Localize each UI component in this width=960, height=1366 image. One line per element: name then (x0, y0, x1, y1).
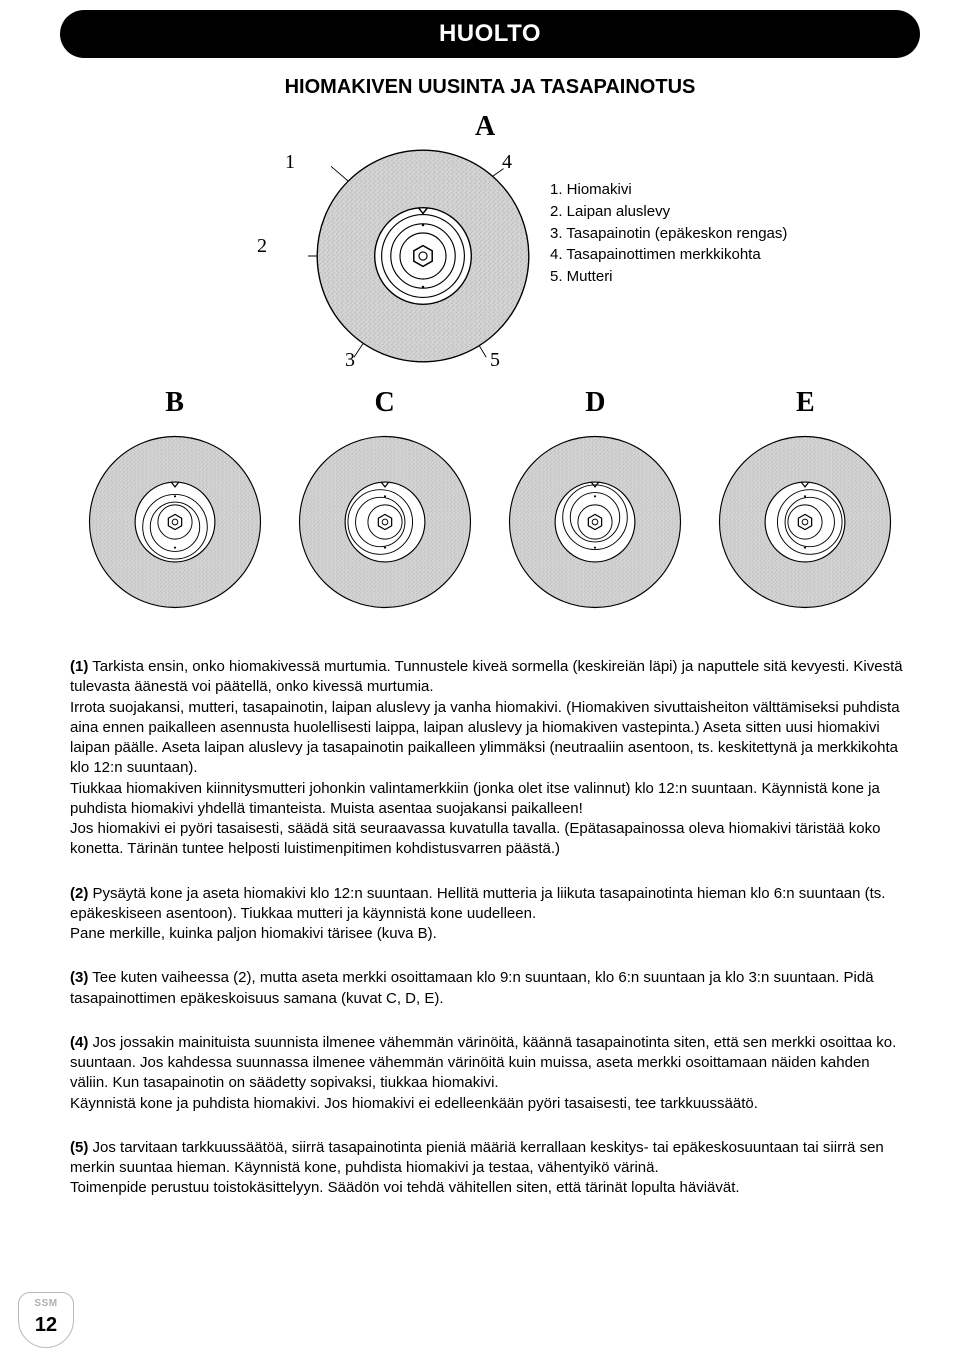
page-subtitle: HIOMAKIVEN UUSINTA JA TASAPAINOTUS (60, 76, 920, 99)
step-1-text: Tarkista ensin, onko hiomakivessä murtum… (70, 658, 903, 857)
page-footer: SSM 12 (18, 1292, 74, 1348)
callout-2: 2 (257, 235, 267, 258)
legend-item-4: 4. Tasapainottimen merkkikohta (550, 244, 787, 266)
step-5: (5) Jos tarvitaan tarkkuussäätöä, siirrä… (70, 1138, 910, 1199)
step-3: (3) Tee kuten vaiheessa (2), mutta aseta… (70, 968, 910, 1009)
wheel-B (80, 427, 270, 622)
legend-item-1: 1. Hiomakivi (550, 179, 787, 201)
label-B: B (165, 387, 184, 419)
diagram-main: A 1 2 3 4 5 1. (60, 117, 920, 377)
step-2-number: (2) (70, 885, 88, 902)
wheel-main-svg (308, 141, 538, 371)
label-E: E (796, 387, 815, 419)
step-4-text: Jos jossakin mainituista suunnista ilmen… (70, 1034, 896, 1112)
footer-badge-text: SSM (34, 1298, 57, 1309)
step-5-text: Jos tarvitaan tarkkuussäätöä, siirrä tas… (70, 1139, 884, 1197)
step-4: (4) Jos jossakin mainituista suunnista i… (70, 1033, 910, 1114)
label-A: A (475, 111, 495, 143)
step-4-number: (4) (70, 1034, 88, 1051)
page-title: HUOLTO (439, 20, 541, 48)
label-C: C (374, 387, 394, 419)
step-2: (2) Pysäytä kone ja aseta hiomakivi klo … (70, 884, 910, 945)
page-title-bar: HUOLTO (60, 10, 920, 58)
label-D: D (585, 387, 605, 419)
steps: (1) Tarkista ensin, onko hiomakivessä mu… (60, 657, 920, 1199)
step-3-number: (3) (70, 969, 88, 986)
wheel-D (500, 427, 690, 622)
step-1: (1) Tarkista ensin, onko hiomakivessä mu… (70, 657, 910, 860)
step-1-number: (1) (70, 658, 88, 675)
callout-1: 1 (285, 151, 295, 174)
step-3-text: Tee kuten vaiheessa (2), mutta aseta mer… (70, 969, 874, 1006)
wheel-E (710, 427, 900, 622)
legend-item-2: 2. Laipan aluslevy (550, 201, 787, 223)
legend-item-5: 5. Mutteri (550, 266, 787, 288)
legend: 1. Hiomakivi 2. Laipan aluslevy 3. Tasap… (550, 179, 787, 288)
legend-item-3: 3. Tasapainotin (epäkeskon rengas) (550, 223, 787, 245)
diagram-row: B C D E (60, 387, 920, 637)
wheel-C (290, 427, 480, 622)
step-2-text: Pysäytä kone ja aseta hiomakivi klo 12:n… (70, 885, 885, 943)
step-5-number: (5) (70, 1139, 88, 1156)
